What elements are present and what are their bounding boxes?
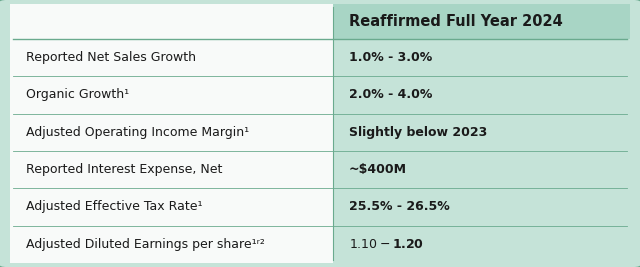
Text: Reported Interest Expense, Net: Reported Interest Expense, Net [26,163,222,176]
Bar [10,188,333,226]
Bar [10,226,333,263]
Text: 2.0% - 4.0%: 2.0% - 4.0% [349,88,432,101]
Text: Adjusted Operating Income Margin¹: Adjusted Operating Income Margin¹ [26,126,249,139]
Text: Adjusted Effective Tax Rate¹: Adjusted Effective Tax Rate¹ [26,201,202,214]
Text: Adjusted Diluted Earnings per share¹ʳ²: Adjusted Diluted Earnings per share¹ʳ² [26,238,264,251]
Text: 1.0% - 3.0%: 1.0% - 3.0% [349,51,432,64]
Text: Reported Net Sales Growth: Reported Net Sales Growth [26,51,196,64]
Text: $1.10 - $1.20: $1.10 - $1.20 [349,238,424,251]
Text: Organic Growth¹: Organic Growth¹ [26,88,129,101]
Bar [333,4,630,39]
Bar [10,76,333,114]
Bar [10,151,333,188]
Bar [10,114,333,151]
Bar [10,39,333,76]
Text: ~$400M: ~$400M [349,163,407,176]
Bar [10,4,333,39]
Text: Slightly below 2023: Slightly below 2023 [349,126,487,139]
Text: Reaffirmed Full Year 2024: Reaffirmed Full Year 2024 [349,14,563,29]
Text: 25.5% - 26.5%: 25.5% - 26.5% [349,201,449,214]
